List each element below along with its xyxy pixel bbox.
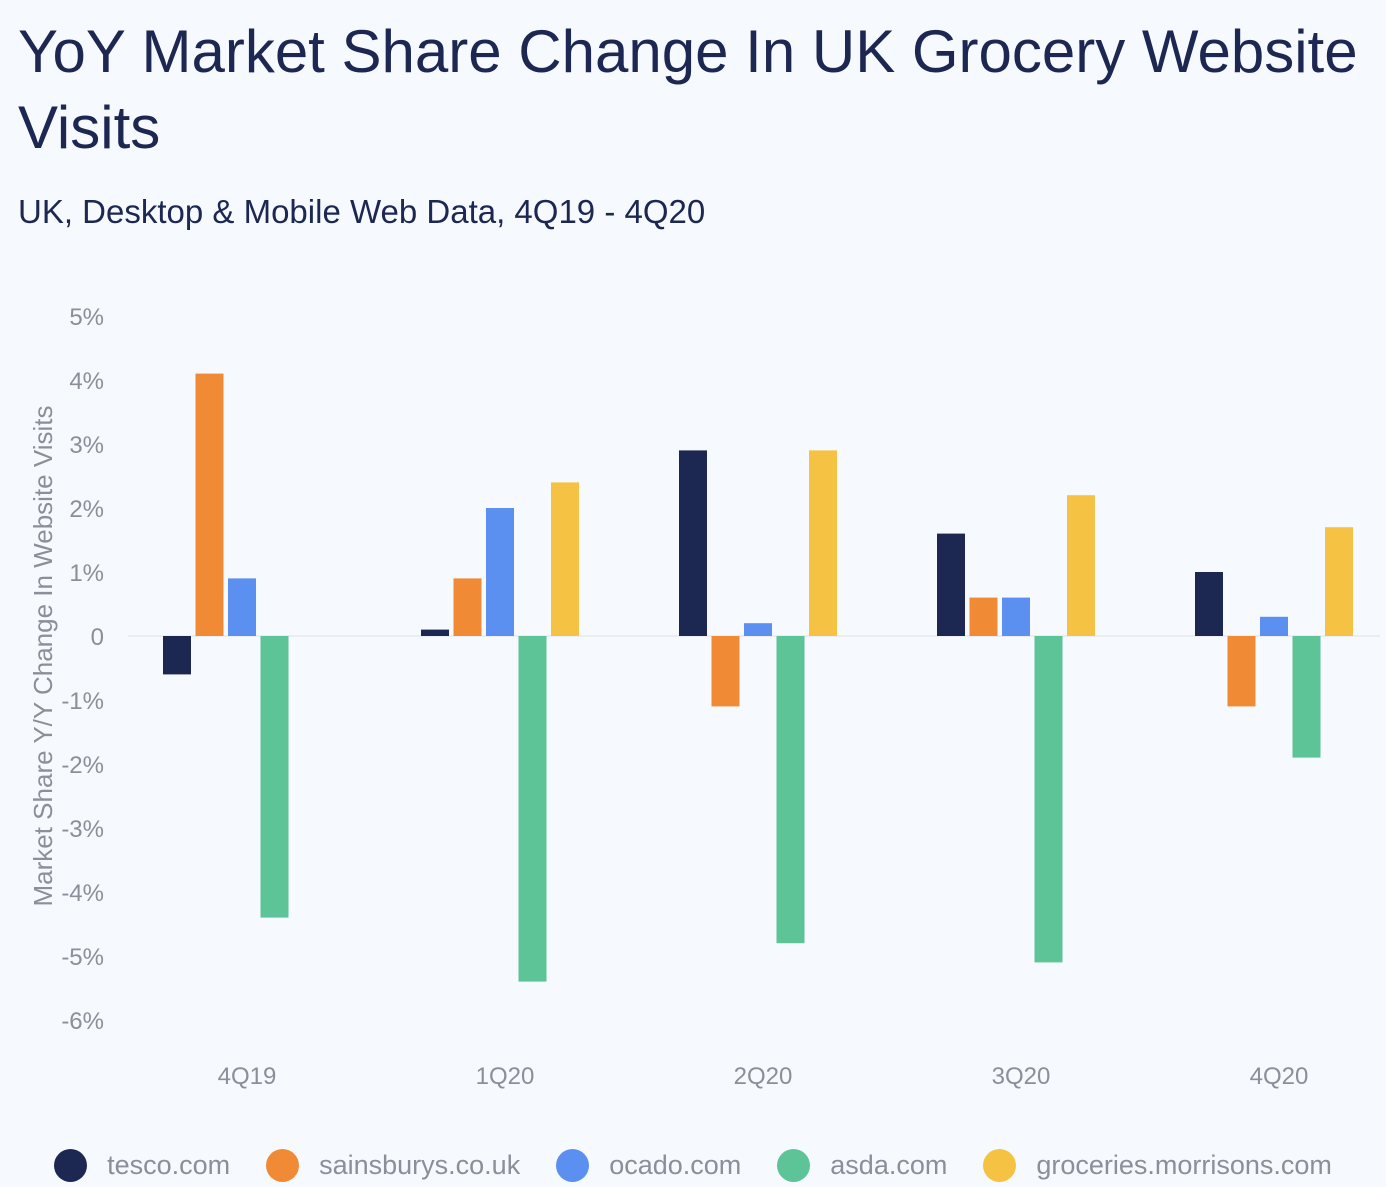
bar-asda.com: [1034, 636, 1063, 963]
bar-asda.com: [260, 636, 289, 918]
bar-sainsburys.co.uk: [195, 373, 224, 636]
legend-item: sainsburys.co.uk: [266, 1148, 521, 1182]
chart-title: YoY Market Share Change In UK Grocery We…: [18, 18, 1358, 161]
legend-label: asda.com: [830, 1149, 948, 1180]
chart-subtitle: UK, Desktop & Mobile Web Data, 4Q19 - 4Q…: [18, 193, 706, 230]
bar-groceries.morrisons.com: [809, 450, 837, 636]
x-tick-label: 4Q19: [218, 1063, 277, 1090]
y-tick-label: 5%: [69, 304, 104, 331]
legend-swatch: [983, 1148, 1017, 1182]
y-tick-label: 0: [91, 624, 104, 651]
bar-chart: 5% 4% 3% 2% 1% 0 -1% -2% -3% -4% -5% -6% Market Shar…: [28, 304, 1380, 1090]
legend-swatch: [266, 1148, 300, 1182]
bar-tesco.com: [679, 450, 707, 636]
legend-label: sainsburys.co.uk: [319, 1149, 521, 1180]
bar-tesco.com: [163, 636, 191, 675]
bar-ocado.com: [744, 623, 772, 636]
y-tick-label: 2%: [69, 496, 104, 523]
y-tick-label: -5%: [61, 944, 104, 971]
legend-swatch: [54, 1148, 88, 1182]
legend-label: ocado.com: [609, 1149, 742, 1180]
x-tick-label: 3Q20: [992, 1063, 1051, 1090]
bar-sainsburys.co.uk: [711, 636, 740, 707]
bar-tesco.com: [421, 629, 449, 636]
legend-item: asda.com: [777, 1148, 948, 1182]
y-tick-label: -4%: [61, 880, 104, 907]
x-tick-label: 4Q20: [1250, 1063, 1309, 1090]
x-tick-label: 1Q20: [476, 1063, 535, 1090]
legend-swatch: [777, 1148, 811, 1182]
bar-asda.com: [1292, 636, 1321, 758]
bar-asda.com: [518, 636, 547, 982]
legend-item: groceries.morrisons.com: [983, 1148, 1332, 1182]
legend-label: groceries.morrisons.com: [1036, 1149, 1332, 1180]
x-tick-label: 2Q20: [734, 1063, 793, 1090]
legend-item: tesco.com: [54, 1148, 231, 1182]
legend-swatch: [556, 1148, 590, 1182]
y-tick-label: -2%: [61, 752, 104, 779]
bar-ocado.com: [1002, 597, 1030, 636]
y-tick-label: -1%: [61, 688, 104, 715]
y-tick-label: 4%: [69, 368, 104, 395]
bar-asda.com: [776, 636, 805, 944]
y-tick-label: -3%: [61, 816, 104, 843]
bar-sainsburys.co.uk: [1227, 636, 1256, 707]
y-tick-label: 3%: [69, 432, 104, 459]
bar-sainsburys.co.uk: [453, 578, 482, 636]
y-tick-label: 1%: [69, 560, 104, 587]
legend-label: tesco.com: [107, 1149, 231, 1180]
bar-groceries.morrisons.com: [1325, 527, 1353, 636]
bar-groceries.morrisons.com: [1067, 495, 1095, 636]
bar-ocado.com: [1260, 616, 1288, 636]
chart-legend: tesco.com sainsburys.co.uk ocado.com asda.c…: [0, 1143, 1386, 1187]
bar-tesco.com: [1195, 572, 1223, 636]
y-tick-label: -6%: [61, 1008, 104, 1035]
bar-sainsburys.co.uk: [969, 597, 998, 636]
y-axis-label: Market Share Y/Y Change In Website Visit…: [28, 405, 58, 906]
bar-ocado.com: [228, 578, 256, 636]
bar-tesco.com: [937, 533, 965, 636]
bar-groceries.morrisons.com: [551, 482, 579, 636]
bar-ocado.com: [486, 508, 514, 636]
legend-item: ocado.com: [556, 1148, 742, 1182]
